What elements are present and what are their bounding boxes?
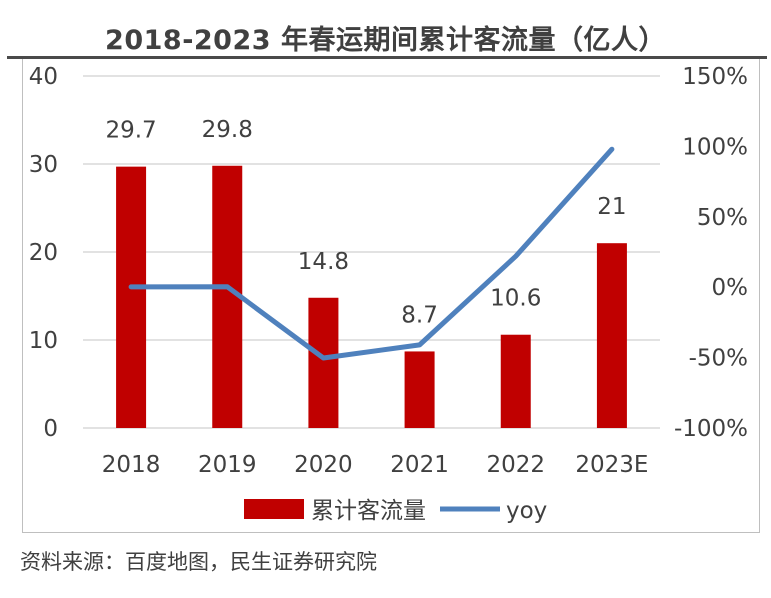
x-tick-label: 2023E [575,452,648,478]
axes: 0 10 20 30 40 -100% -50% 0% 50% 100% 150% 2018 2019 2… [29,64,748,478]
bar-data-label: 21 [597,194,626,220]
x-tick-label: 2021 [390,452,449,478]
bar [116,166,147,428]
x-tick-label: 2019 [198,452,257,478]
y-right-tick-label: -50% [689,346,748,372]
bar-data-label: 29.7 [105,118,156,144]
y-right-tick-label: -100% [674,416,748,442]
data-labels: 29.7 29.8 14.8 8.7 10.6 21 [105,117,626,329]
y-left-tick-label: 10 [29,328,58,354]
bar [404,351,435,428]
chart-frame [22,59,760,533]
bar-data-label: 10.6 [490,286,541,312]
legend: 累计客流量 yoy [244,498,547,524]
gridlines [83,75,660,429]
bar-series [116,165,627,428]
bar [308,297,339,428]
title-underline [7,56,767,59]
chart-title: 2018-2023 年春运期间累计客流量（亿人） [105,25,666,56]
x-tick-label: 2022 [486,452,545,478]
y-right-tick-label: 0% [712,275,749,301]
bar-data-label: 14.8 [298,249,349,275]
bar-data-label: 8.7 [401,302,438,328]
x-tick-label: 2020 [294,452,353,478]
source-note: 资料来源：百度地图，民生证券研究院 [20,550,377,574]
bar [500,334,531,428]
legend-bar-swatch [244,499,304,519]
y-left-tick-label: 0 [43,416,58,442]
bar [596,243,627,428]
y-left-tick-label: 20 [29,240,58,266]
y-right-tick-label: 100% [682,134,748,160]
legend-line-label: yoy [506,498,547,524]
yoy-line [128,146,615,361]
y-right-tick-label: 150% [682,64,748,90]
y-right-tick-label: 50% [697,205,748,231]
line-series [128,146,615,361]
bar-data-label: 29.8 [202,117,253,143]
y-left-tick-label: 40 [29,64,58,90]
x-tick-label: 2018 [102,452,161,478]
legend-bar-label: 累计客流量 [311,498,426,524]
y-left-tick-label: 30 [29,152,58,178]
